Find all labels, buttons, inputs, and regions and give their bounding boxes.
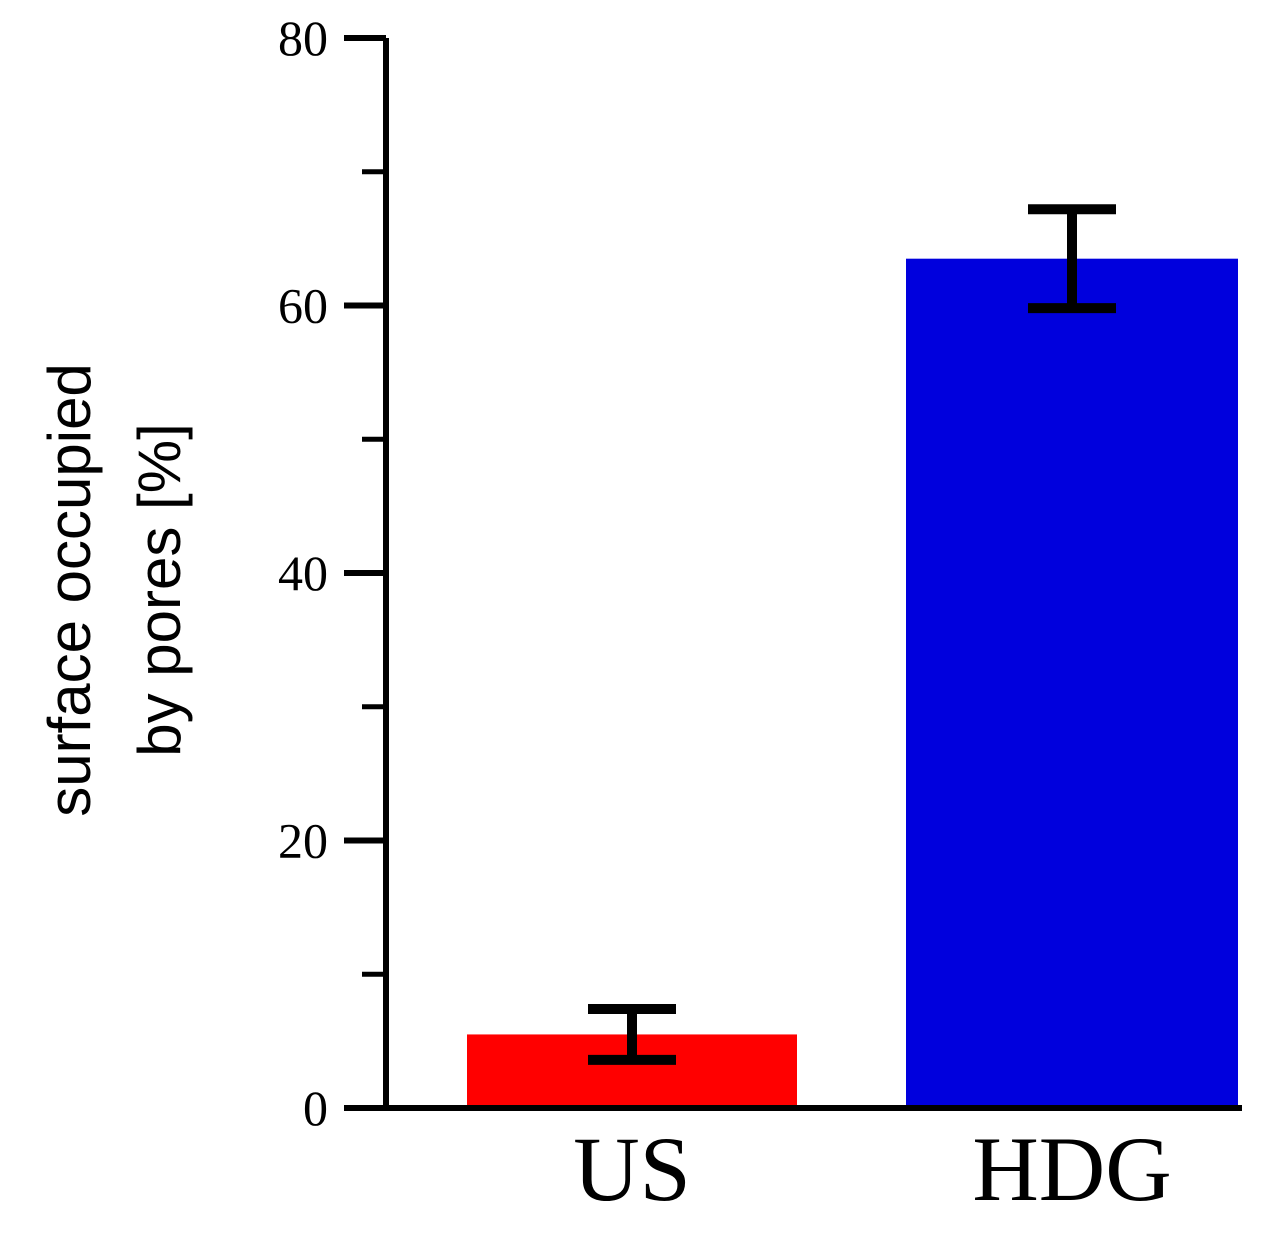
y-axis-label-line-2: by pores [%]: [126, 423, 193, 757]
y-tick-label: 60: [278, 278, 328, 334]
x-category-label-us: US: [573, 1118, 691, 1220]
y-tick-label: 80: [278, 10, 328, 66]
y-axis-label: surface occupied by pores [%]: [36, 363, 193, 817]
error-bar-hdg: [1028, 204, 1116, 314]
axes: [344, 35, 1242, 1111]
y-tick-label: 20: [278, 813, 328, 869]
x-category-label-hdg: HDG: [972, 1118, 1171, 1220]
bar-hdg: [906, 258, 1238, 1108]
y-tick-label: 0: [303, 1080, 328, 1136]
x-category-labels: US HDG: [573, 1118, 1171, 1220]
error-bars-layer: [588, 204, 1116, 1065]
y-tick-label: 40: [278, 545, 328, 601]
error-bar-us: [588, 1004, 676, 1065]
y-axis-label-line-1: surface occupied: [36, 363, 103, 817]
bars-layer: [467, 258, 1238, 1108]
y-tick-labels: 0 20 40 60 80: [278, 10, 328, 1136]
